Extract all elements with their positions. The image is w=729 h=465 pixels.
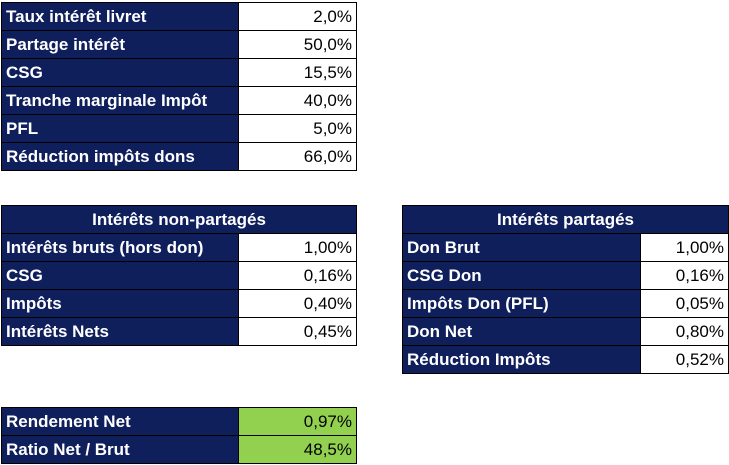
summary-value-ratio-net-brut[interactable]: 48,5% [238,435,357,464]
non-shared-interest-table: Intérêts non-partagés Intérêts bruts (ho… [1,205,357,346]
param-value-csg[interactable]: 15,5% [238,58,357,87]
param-label-reduction-impots[interactable]: Réduction impôts dons [1,142,239,171]
param-value-reduction-impots[interactable]: 66,0% [238,142,357,171]
table-row: Ratio Net / Brut 48,5% [1,435,357,464]
param-label-partage-interet[interactable]: Partage intérêt [1,30,239,59]
parameters-table: Taux intérêt livret 2,0% Partage intérêt… [1,2,357,171]
param-value-pfl[interactable]: 5,0% [238,114,357,143]
table-row: Rendement Net 0,97% [1,407,357,436]
non-shared-label-impots[interactable]: Impôts [1,289,239,318]
param-label-pfl[interactable]: PFL [1,114,239,143]
table-header-row: Intérêts non-partagés [1,205,357,234]
shared-value-reduction-impots[interactable]: 0,52% [640,345,729,374]
shared-label-don-brut[interactable]: Don Brut [402,233,641,262]
param-value-tranche-marginale[interactable]: 40,0% [238,86,357,115]
table-row: Don Net 0,80% [402,317,729,346]
non-shared-label-csg[interactable]: CSG [1,261,239,290]
summary-label-rendement-net[interactable]: Rendement Net [1,407,239,436]
non-shared-label-interets-bruts[interactable]: Intérêts bruts (hors don) [1,233,239,262]
table-row: CSG 0,16% [1,261,357,290]
shared-value-don-net[interactable]: 0,80% [640,317,729,346]
shared-value-don-brut[interactable]: 1,00% [640,233,729,262]
shared-value-csg-don[interactable]: 0,16% [640,261,729,290]
shared-label-don-net[interactable]: Don Net [402,317,641,346]
table-row: Impôts Don (PFL) 0,05% [402,289,729,318]
non-shared-value-csg[interactable]: 0,16% [238,261,357,290]
shared-value-impots-don[interactable]: 0,05% [640,289,729,318]
shared-label-csg-don[interactable]: CSG Don [402,261,641,290]
summary-value-rendement-net[interactable]: 0,97% [238,407,357,436]
table-row: Tranche marginale Impôt 40,0% [1,86,357,115]
shared-label-reduction-impots[interactable]: Réduction Impôts [402,345,641,374]
table-row: Réduction impôts dons 66,0% [1,142,357,171]
table-row: Intérêts bruts (hors don) 1,00% [1,233,357,262]
param-label-csg[interactable]: CSG [1,58,239,87]
table-row: Intérêts Nets 0,45% [1,317,357,346]
param-value-taux-interet[interactable]: 2,0% [238,2,357,31]
table-row: PFL 5,0% [1,114,357,143]
param-label-tranche-marginale[interactable]: Tranche marginale Impôt [1,86,239,115]
table-row: Partage intérêt 50,0% [1,30,357,59]
non-shared-label-interets-nets[interactable]: Intérêts Nets [1,317,239,346]
param-label-taux-interet[interactable]: Taux intérêt livret [1,2,239,31]
non-shared-value-impots[interactable]: 0,40% [238,289,357,318]
table-header-row: Intérêts partagés [402,205,729,234]
summary-table: Rendement Net 0,97% Ratio Net / Brut 48,… [1,407,357,464]
table-row: Don Brut 1,00% [402,233,729,262]
table-row: Impôts 0,40% [1,289,357,318]
summary-label-ratio-net-brut[interactable]: Ratio Net / Brut [1,435,239,464]
table-row: Taux intérêt livret 2,0% [1,2,357,31]
shared-header[interactable]: Intérêts partagés [402,205,729,234]
table-row: Réduction Impôts 0,52% [402,345,729,374]
shared-label-impots-don[interactable]: Impôts Don (PFL) [402,289,641,318]
non-shared-value-interets-nets[interactable]: 0,45% [238,317,357,346]
non-shared-header[interactable]: Intérêts non-partagés [1,205,357,234]
shared-interest-table: Intérêts partagés Don Brut 1,00% CSG Don… [402,205,729,374]
table-row: CSG Don 0,16% [402,261,729,290]
table-row: CSG 15,5% [1,58,357,87]
param-value-partage-interet[interactable]: 50,0% [238,30,357,59]
non-shared-value-interets-bruts[interactable]: 1,00% [238,233,357,262]
